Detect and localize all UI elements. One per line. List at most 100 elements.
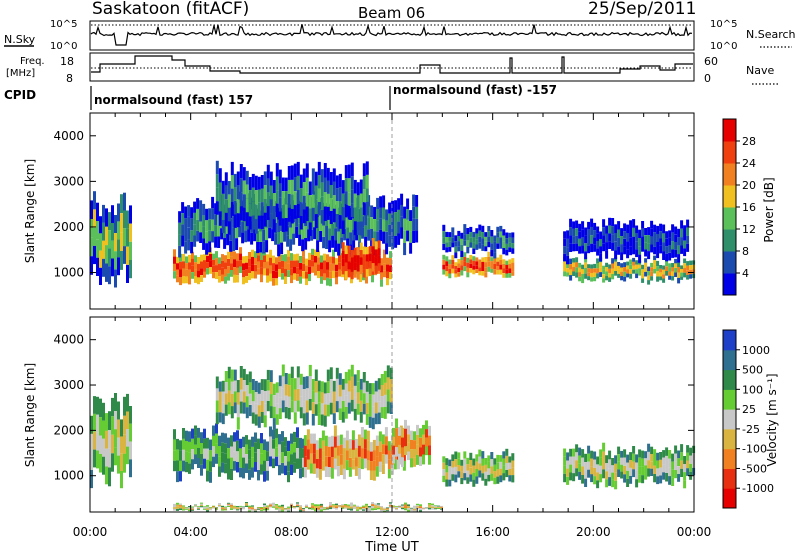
power-cell <box>445 261 449 267</box>
vel-cell <box>341 507 344 509</box>
vel-cell <box>290 378 294 390</box>
vel-cell <box>176 460 179 472</box>
power-cell <box>383 249 386 257</box>
power-cell <box>511 258 515 263</box>
vel-cell <box>290 400 294 413</box>
vel-cell <box>188 506 191 508</box>
power-cell <box>362 163 366 177</box>
power-cell <box>299 263 302 270</box>
vel-cell <box>342 468 346 480</box>
power-colorbar-cell <box>723 273 736 296</box>
time-axis-title: Time UT <box>364 540 418 554</box>
power-cell <box>647 235 651 244</box>
power-cell <box>689 260 693 266</box>
vel-cell <box>281 463 284 474</box>
vel-cell <box>647 468 651 477</box>
vel-cell <box>114 447 117 466</box>
vel-cell <box>398 427 401 436</box>
power-cell <box>257 255 260 262</box>
power-cell <box>233 251 236 260</box>
power-cell <box>202 226 206 239</box>
power-cell <box>623 271 627 277</box>
vel-cell <box>445 472 449 480</box>
power-cell <box>683 225 687 233</box>
vel-cell <box>117 455 120 474</box>
vel-cell <box>314 504 317 506</box>
vel-cell <box>326 404 330 417</box>
power-cell <box>584 262 588 268</box>
power-cell <box>347 253 351 262</box>
vel-cell <box>260 379 264 391</box>
vel-cell <box>272 439 275 449</box>
power-cell <box>680 237 684 246</box>
power-cell <box>254 271 257 279</box>
power-cell <box>388 202 392 214</box>
vel-cell <box>102 402 105 421</box>
power-cell <box>671 249 675 258</box>
power-cell <box>290 179 294 195</box>
power-cell <box>442 264 446 270</box>
power-cell <box>662 265 666 270</box>
power-cell <box>617 262 621 266</box>
power-cell <box>179 261 182 270</box>
power-cell <box>227 181 231 195</box>
vel-cell <box>341 504 344 506</box>
power-cell <box>221 274 224 282</box>
power-cell <box>313 227 317 240</box>
vel-cell <box>413 449 416 458</box>
vel-cell <box>350 399 354 412</box>
vel-cell <box>263 403 267 416</box>
power-cell <box>406 198 410 210</box>
vel-cell <box>287 506 290 508</box>
time-tick-label: 12:00 <box>375 525 410 539</box>
vel-cell <box>335 506 338 509</box>
vel-cell <box>227 458 230 469</box>
vel-cell <box>254 510 257 512</box>
power-cell <box>457 263 461 268</box>
vel-cell <box>407 506 410 508</box>
power-cell <box>272 278 275 286</box>
power-cell <box>290 194 294 209</box>
vel-cell <box>263 391 267 404</box>
power-cell <box>406 219 410 231</box>
vel-cell <box>371 506 374 509</box>
power-cell <box>173 249 176 257</box>
power-cell <box>484 236 488 242</box>
vel-cell <box>266 369 270 381</box>
vel-cell <box>329 379 333 391</box>
power-cell <box>217 213 221 225</box>
power-cell <box>596 248 600 256</box>
power-cell <box>215 174 219 188</box>
vel-cell <box>260 390 264 402</box>
power-cell <box>563 238 567 247</box>
power-cell <box>671 267 675 272</box>
vel-cell <box>218 506 221 508</box>
vel-cell <box>191 507 194 509</box>
vel-cell <box>263 450 266 461</box>
power-cell <box>581 273 585 279</box>
power-cell <box>320 169 324 183</box>
power-cell <box>481 238 485 245</box>
power-cell <box>322 225 326 237</box>
power-cell <box>680 265 684 269</box>
vel-cell <box>386 510 389 512</box>
power-cell <box>689 274 693 279</box>
power-cell <box>179 269 182 278</box>
vel-cell <box>505 455 509 463</box>
vel-cell <box>387 469 391 479</box>
vel-cell <box>320 403 324 415</box>
vel-cell <box>413 505 416 508</box>
power-cell <box>454 269 458 274</box>
vel-cell <box>185 451 188 462</box>
power-cell <box>194 269 197 276</box>
power-cell <box>647 227 651 236</box>
vel-cell <box>487 461 491 469</box>
vel-cell <box>227 506 230 507</box>
vel-cell <box>212 505 215 507</box>
vel-cell <box>230 508 233 510</box>
vel-cell <box>344 383 348 396</box>
vel-cell <box>254 442 257 453</box>
vel-cell <box>312 443 316 454</box>
vel-cell <box>674 461 678 471</box>
vel-cell <box>275 504 278 506</box>
